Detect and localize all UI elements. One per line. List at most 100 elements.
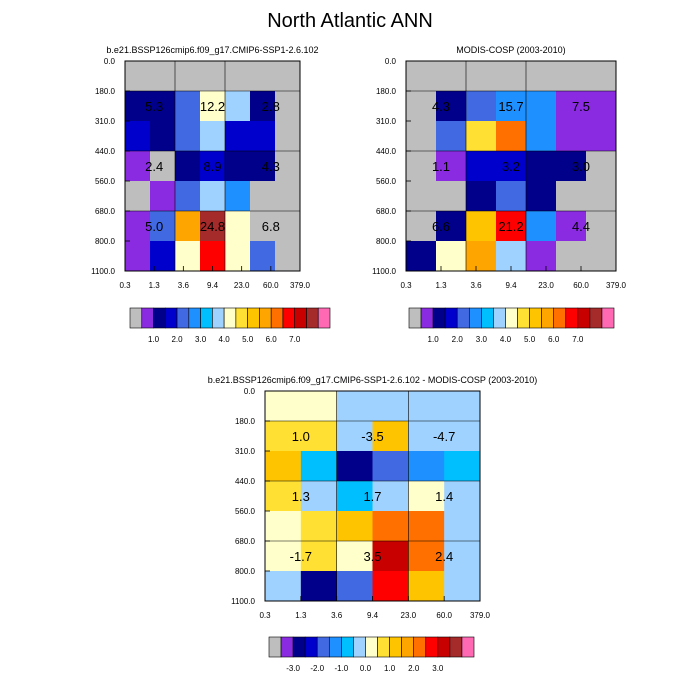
heatmap-cell [175, 151, 201, 182]
colorbar-swatch [306, 307, 319, 329]
heatmap-cell [275, 181, 301, 212]
colorbar-swatch [461, 636, 475, 658]
x-tick-label: 0.3 [400, 281, 412, 290]
colorbar-swatch [481, 307, 494, 329]
heatmap-cell [372, 571, 409, 602]
x-tick-label: 3.6 [331, 611, 343, 620]
panel-title: b.e21.BSSP126cmip6.f09_g17.CMIP6-SSP1-2.… [208, 375, 538, 385]
heatmap-panel-3: b.e21.BSSP126cmip6.f09_g17.CMIP6-SSP1-2.… [208, 375, 538, 620]
heatmap-cell [150, 151, 176, 182]
y-tick-label: 560.0 [235, 507, 256, 516]
colorbar-swatch [294, 307, 307, 329]
heatmap-cell [436, 181, 467, 212]
heatmap-cell [225, 211, 251, 242]
colorbar-swatch [553, 307, 567, 329]
heatmap-cell [408, 421, 445, 452]
heatmap-cell [586, 211, 617, 242]
colorbar-label: 1.0 [428, 335, 440, 344]
colorbar-swatch [212, 307, 225, 329]
colorbar-swatch [365, 636, 378, 658]
colorbar-swatch [200, 307, 213, 329]
heatmap-cell [250, 151, 276, 182]
value-label: 1.1 [432, 159, 450, 174]
heatmap-cell [175, 91, 201, 122]
colorbar-swatch [247, 307, 260, 329]
panel-title: b.e21.BSSP126cmip6.f09_g17.CMIP6-SSP1-2.… [106, 45, 318, 55]
heatmap-cell [496, 181, 527, 212]
x-tick-label: 3.6 [178, 281, 190, 290]
x-tick-label: 379.0 [290, 281, 311, 290]
x-tick-label: 23.0 [538, 281, 554, 290]
value-label: 6.8 [262, 219, 280, 234]
colorbar-label: -3.0 [286, 664, 300, 673]
colorbar-label: -2.0 [310, 664, 324, 673]
y-tick-label: 440.0 [95, 147, 116, 156]
colorbar-swatch [223, 307, 237, 329]
x-tick-label: 379.0 [606, 281, 627, 290]
heatmap-cell [372, 511, 409, 542]
heatmap-cell [526, 211, 557, 242]
heatmap-cell [250, 91, 276, 122]
heatmap-cell [250, 241, 276, 272]
heatmap-cell [300, 511, 338, 542]
x-tick-label: 1.3 [295, 611, 307, 620]
heatmap-cell [225, 121, 251, 152]
y-tick-label: 180.0 [95, 87, 116, 96]
heatmap-cell [408, 481, 445, 512]
colorbar-swatch [153, 307, 166, 329]
heatmap-cell [225, 61, 251, 92]
x-tick-label: 60.0 [263, 281, 279, 290]
heatmap-cell [408, 451, 445, 482]
heatmap-cell [225, 91, 251, 122]
heatmap-cell [406, 151, 437, 182]
colorbar-swatch [565, 307, 579, 329]
colorbar-swatch [432, 307, 446, 329]
heatmap-cell [526, 61, 557, 92]
colorbar-label: 1.0 [384, 664, 396, 673]
value-label: 4.3 [432, 99, 450, 114]
y-tick-label: 800.0 [376, 237, 397, 246]
value-label: 3.0 [572, 159, 590, 174]
heatmap-cell [444, 481, 481, 512]
value-label: -3.5 [361, 429, 383, 444]
heatmap-cell [556, 151, 587, 182]
colorbar-label: 4.0 [500, 335, 512, 344]
heatmap-cell [125, 241, 151, 272]
heatmap-cell [586, 91, 617, 122]
heatmap-cell [250, 211, 276, 242]
heatmap-cell [372, 541, 409, 572]
y-tick-label: 180.0 [376, 87, 397, 96]
heatmap-cell [436, 241, 467, 272]
value-label: 1.0 [292, 429, 310, 444]
heatmap-cell [466, 181, 497, 212]
x-tick-label: 3.6 [470, 281, 482, 290]
heatmap-cell [444, 421, 481, 452]
heatmap-cell [336, 481, 373, 512]
heatmap-cell [466, 241, 497, 272]
heatmap-cell [150, 61, 176, 92]
colorbar-label: 2.0 [171, 335, 183, 344]
x-tick-label: 23.0 [401, 611, 417, 620]
x-tick-label: 60.0 [436, 611, 452, 620]
y-tick-label: 310.0 [235, 447, 256, 456]
colorbar-swatch [529, 307, 542, 329]
colorbar-swatch [268, 636, 282, 658]
heatmap-cell [556, 91, 587, 122]
colorbar-label: 0.0 [360, 664, 372, 673]
heatmap-cell [556, 121, 587, 152]
heatmap-cell [444, 541, 481, 572]
heatmap-cell [436, 121, 467, 152]
heatmap-cell [556, 181, 587, 212]
heatmap-cell [526, 91, 557, 122]
heatmap-cell [586, 121, 617, 152]
colorbar-swatch [176, 307, 190, 329]
heatmap-cell [265, 541, 302, 572]
colorbar-3: -3.0 -2.0 -1.0 0.0 1.0 2.0 3.0 [268, 636, 475, 673]
value-label: 8.9 [203, 159, 221, 174]
colorbar-swatch [353, 636, 366, 658]
y-tick-label: 560.0 [376, 177, 397, 186]
heatmap-cell [175, 181, 201, 212]
heatmap-cell [336, 571, 373, 602]
heatmap-cell [336, 421, 373, 452]
heatmap-cell [556, 61, 587, 92]
